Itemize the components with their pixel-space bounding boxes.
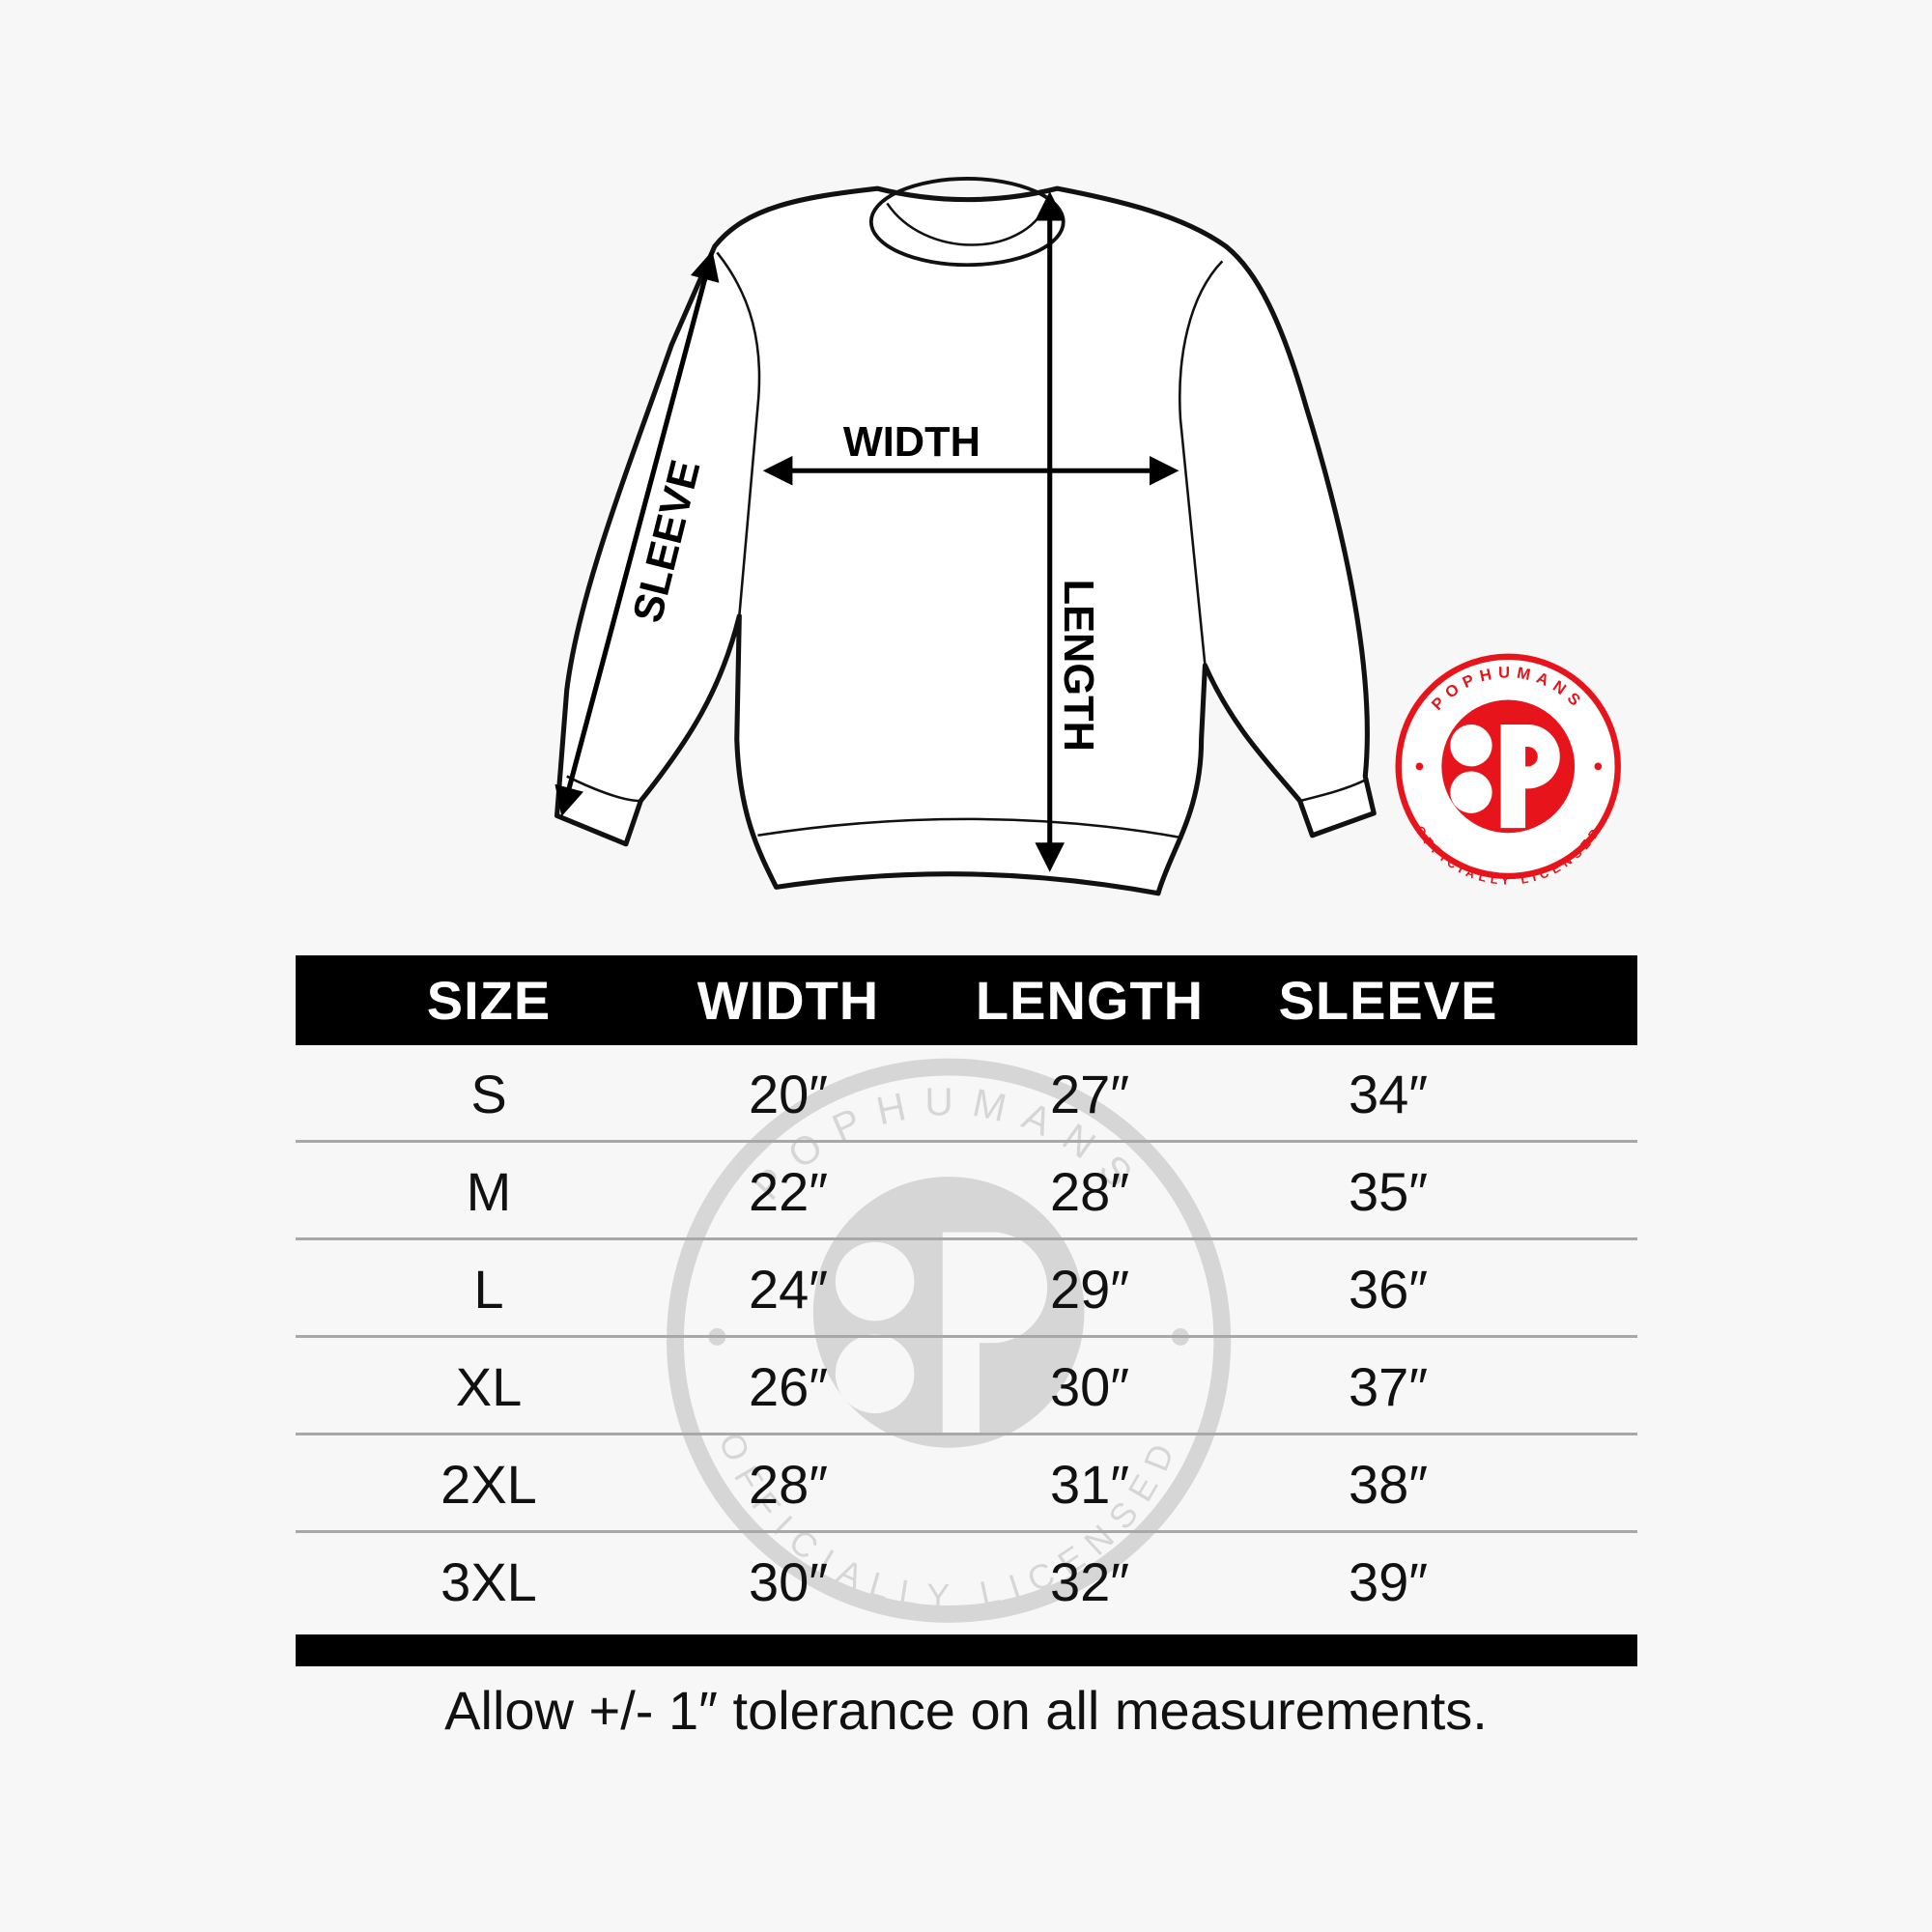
cell-width: 22″	[748, 1161, 829, 1222]
cell-width: 28″	[748, 1454, 829, 1515]
cell-sleeve: 38″	[1348, 1454, 1429, 1515]
table-row: M 22″ 28″ 35″	[296, 1143, 1637, 1240]
cell-width: 24″	[748, 1259, 829, 1320]
table-bottom-bar	[296, 1634, 1637, 1666]
width-label: WIDTH	[843, 419, 980, 466]
cell-size: 3XL	[440, 1551, 537, 1612]
length-label: LENGTH	[1055, 580, 1101, 752]
cell-size: L	[473, 1259, 504, 1320]
cell-length: 28″	[1049, 1161, 1130, 1222]
cell-length: 32″	[1049, 1551, 1130, 1612]
tolerance-note: Allow +/- 1″ tolerance on all measuremen…	[444, 1680, 1488, 1741]
cell-size: XL	[455, 1356, 523, 1417]
measurement-arrows	[554, 190, 1179, 872]
header-size: SIZE	[426, 970, 552, 1031]
cell-sleeve: 39″	[1348, 1551, 1429, 1612]
table-row: 3XL 30″ 32″ 39″	[296, 1533, 1637, 1631]
cell-length: 29″	[1049, 1259, 1130, 1320]
cell-size: 2XL	[440, 1454, 537, 1515]
cell-length: 27″	[1049, 1064, 1130, 1124]
cell-length: 30″	[1049, 1356, 1130, 1417]
header-length: LENGTH	[975, 970, 1205, 1031]
pophumans-logo: POPHUMANS OFFICIALLY LICENSED	[1395, 653, 1621, 887]
header-width: WIDTH	[696, 970, 880, 1031]
cell-size: M	[466, 1161, 512, 1222]
table-row: L 24″ 29″ 36″	[296, 1240, 1637, 1338]
cell-sleeve: 34″	[1348, 1064, 1429, 1124]
table-row: 2XL 28″ 31″ 38″	[296, 1435, 1637, 1533]
table-row: XL 26″ 30″ 37″	[296, 1338, 1637, 1435]
cell-width: 26″	[748, 1356, 829, 1417]
cell-width: 30″	[748, 1551, 829, 1612]
cell-sleeve: 37″	[1348, 1356, 1429, 1417]
cell-sleeve: 36″	[1348, 1259, 1429, 1320]
cell-sleeve: 35″	[1348, 1161, 1429, 1222]
sleeve-arrow	[554, 250, 720, 817]
table-header: SIZE WIDTH LENGTH SLEEVE	[296, 955, 1637, 1045]
cell-size: S	[470, 1064, 507, 1124]
cell-length: 31″	[1049, 1454, 1130, 1515]
cell-width: 20″	[748, 1064, 829, 1124]
header-sleeve: SLEEVE	[1278, 970, 1498, 1031]
table-row: S 20″ 27″ 34″	[296, 1045, 1637, 1143]
size-chart-table: SIZE WIDTH LENGTH SLEEVE S 20″ 27″ 34″ M 22″ 2…	[296, 955, 1637, 1666]
